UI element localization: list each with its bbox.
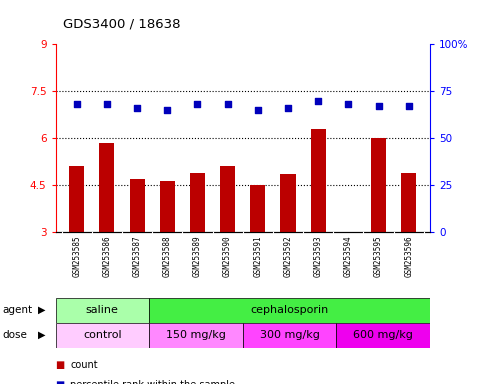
- Point: [284, 105, 292, 111]
- Text: 600 mg/kg: 600 mg/kg: [353, 330, 413, 340]
- Text: 300 mg/kg: 300 mg/kg: [259, 330, 319, 340]
- Text: 150 mg/kg: 150 mg/kg: [166, 330, 226, 340]
- Text: GSM253590: GSM253590: [223, 236, 232, 277]
- Bar: [250, 185, 265, 232]
- Point: [133, 105, 141, 111]
- Text: saline: saline: [86, 305, 119, 315]
- Text: GSM253596: GSM253596: [404, 236, 413, 277]
- Text: agent: agent: [2, 305, 32, 315]
- Text: GDS3400 / 18638: GDS3400 / 18638: [63, 17, 180, 30]
- Bar: [311, 129, 326, 232]
- Point: [224, 101, 231, 108]
- Text: GSM253588: GSM253588: [163, 236, 172, 277]
- Bar: [56, 298, 149, 323]
- Text: cephalosporin: cephalosporin: [250, 305, 328, 315]
- Text: GSM253587: GSM253587: [132, 236, 142, 277]
- Point: [254, 107, 262, 113]
- Bar: [149, 323, 242, 348]
- Bar: [281, 174, 296, 232]
- Text: GSM253594: GSM253594: [344, 236, 353, 277]
- Point: [314, 98, 322, 104]
- Point: [405, 103, 412, 109]
- Bar: [401, 173, 416, 232]
- Point: [73, 101, 81, 108]
- Text: GSM253585: GSM253585: [72, 236, 81, 277]
- Bar: [69, 167, 84, 232]
- Point: [163, 107, 171, 113]
- Bar: [242, 323, 336, 348]
- Text: GSM253593: GSM253593: [313, 236, 323, 277]
- Text: count: count: [70, 360, 98, 370]
- Text: ■: ■: [56, 380, 65, 384]
- Text: ▶: ▶: [38, 305, 46, 315]
- Bar: [99, 143, 114, 232]
- Text: GSM253589: GSM253589: [193, 236, 202, 277]
- Point: [103, 101, 111, 108]
- Text: control: control: [83, 330, 122, 340]
- Text: GSM253592: GSM253592: [284, 236, 293, 277]
- Text: percentile rank within the sample: percentile rank within the sample: [70, 380, 235, 384]
- Bar: [149, 298, 430, 323]
- Text: ▶: ▶: [38, 330, 46, 340]
- Bar: [56, 323, 149, 348]
- Bar: [160, 180, 175, 232]
- Bar: [371, 138, 386, 232]
- Text: GSM253586: GSM253586: [102, 236, 112, 277]
- Bar: [190, 173, 205, 232]
- Text: dose: dose: [2, 330, 28, 340]
- Text: GSM253595: GSM253595: [374, 236, 383, 277]
- Point: [375, 103, 383, 109]
- Bar: [220, 167, 235, 232]
- Bar: [336, 323, 430, 348]
- Text: GSM253591: GSM253591: [253, 236, 262, 277]
- Bar: [129, 179, 144, 232]
- Point: [194, 101, 201, 108]
- Text: ■: ■: [56, 360, 65, 370]
- Point: [344, 101, 352, 108]
